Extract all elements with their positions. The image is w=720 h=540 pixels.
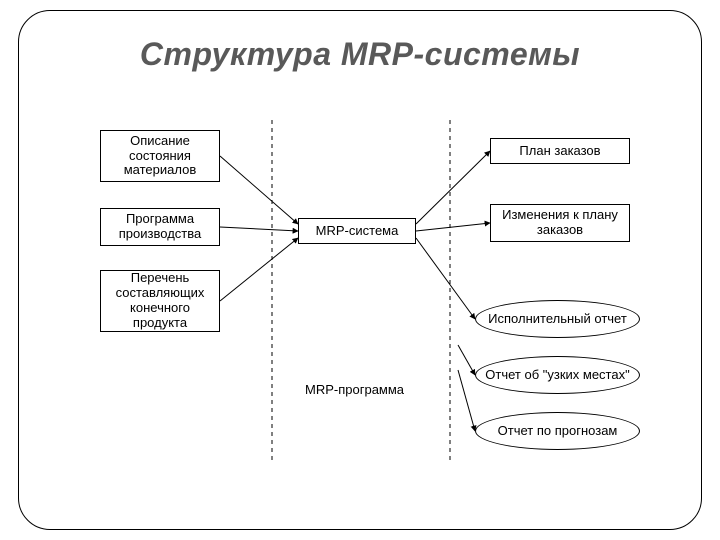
edge-arrow <box>416 238 475 319</box>
node-mrp: MRP-система <box>298 218 416 244</box>
node-rep2: Отчет об "узких местах" <box>475 356 640 394</box>
mrp-diagram: Описание состояния материалов Программа п… <box>80 120 660 510</box>
slide-title: Структура MRP-системы <box>0 36 720 73</box>
edge-arrow <box>220 156 298 224</box>
edge-arrow <box>416 223 490 231</box>
edge-arrow <box>416 151 490 224</box>
node-out2: Изменения к плану заказов <box>490 204 630 242</box>
node-rep3: Отчет по прогнозам <box>475 412 640 450</box>
node-out1: План заказов <box>490 138 630 164</box>
node-rep1: Исполнительный отчет <box>475 300 640 338</box>
slide: Структура MRP-системы Описание состояния… <box>0 0 720 540</box>
node-in2: Программа производства <box>100 208 220 246</box>
node-in1: Описание состояния материалов <box>100 130 220 182</box>
node-in3: Перечень составляющих конечного продукта <box>100 270 220 332</box>
diagram-caption: MRP-программа <box>305 382 404 397</box>
edge-arrow <box>458 370 475 431</box>
edge-arrow <box>220 227 298 231</box>
edge-arrow <box>220 238 298 301</box>
edge-arrow <box>458 345 475 375</box>
